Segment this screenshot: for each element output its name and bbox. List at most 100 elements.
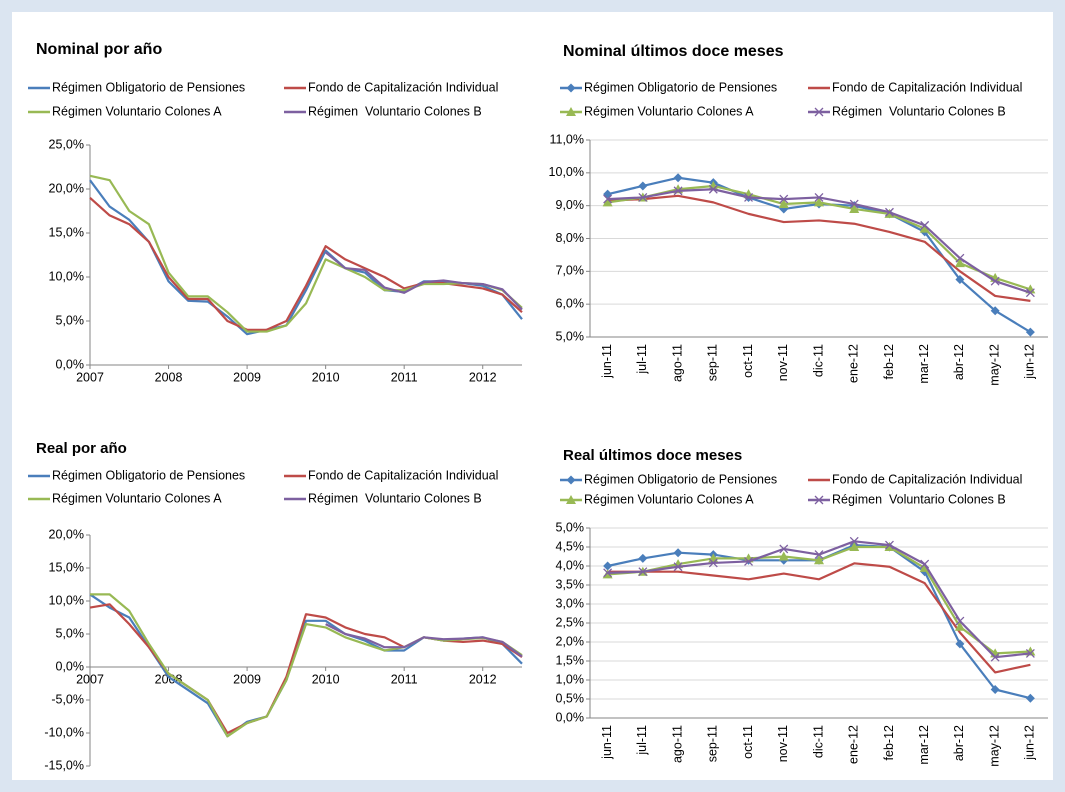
legend-label: Régimen Obligatorio de Pensiones [584, 80, 777, 94]
legend-label: Régimen Voluntario Colones A [52, 491, 222, 505]
series-line [89, 174, 523, 333]
marker-triangle [849, 203, 860, 213]
x-tick-label: 2007 [76, 672, 104, 686]
marker-x [673, 186, 683, 196]
x-tick-label: 2007 [76, 370, 104, 384]
x-tick-label: 2009 [233, 672, 261, 686]
marker-triangle [602, 197, 613, 207]
marker-x [638, 192, 648, 202]
x-tick-label: abr-12 [952, 344, 966, 380]
y-tick-label: 6,0% [556, 296, 585, 310]
y-tick-label: 15,0% [49, 560, 84, 574]
x-tick-label: ene-12 [847, 725, 861, 764]
marker-x [920, 559, 930, 569]
x-tick-label: ago-11 [670, 725, 684, 763]
y-tick-label: 5,0% [556, 329, 585, 343]
x-tick-label: abr-12 [952, 725, 966, 761]
marker-x [885, 207, 894, 217]
marker-triangle [814, 555, 824, 565]
legend-label: Fondo de Capitalización Individual [308, 80, 498, 94]
legend-marker [566, 83, 576, 93]
x-tick-label: may-12 [987, 725, 1001, 767]
marker-x [638, 567, 648, 577]
y-tick-label: 2,5% [556, 615, 585, 629]
marker-x [920, 220, 930, 230]
marker-diamond [955, 639, 965, 649]
chart-title: Real últimos doce meses [563, 447, 742, 464]
marker-triangle [884, 542, 895, 551]
marker-x [814, 192, 824, 202]
x-tick-label: 2011 [391, 672, 418, 686]
legend-label: Régimen Obligatorio de Pensiones [52, 468, 245, 482]
y-tick-label: 4,0% [556, 558, 585, 572]
legend-label: Régimen Voluntario Colones A [584, 492, 754, 506]
marker-diamond [955, 275, 965, 285]
chart-title: Nominal por año [36, 41, 162, 58]
marker-triangle [708, 180, 719, 190]
x-tick-label: jul-11 [635, 344, 649, 375]
x-tick-label: nov-11 [776, 344, 790, 381]
x-tick-label: dic-11 [811, 344, 825, 377]
marker-x [708, 184, 718, 194]
y-tick-label: 5,0% [56, 626, 85, 640]
x-tick-label: mar-12 [917, 344, 931, 384]
legend-label: Fondo de Capitalización Individual [832, 80, 1022, 94]
legend-label: Régimen Voluntario Colones A [584, 104, 754, 118]
y-tick-label: 11,0% [549, 132, 584, 146]
y-tick-label: 9,0% [556, 198, 585, 212]
legend-label: Régimen Obligatorio de Pensiones [52, 80, 245, 94]
y-tick-label: -10,0% [44, 725, 84, 739]
marker-x [849, 199, 859, 209]
x-tick-label: sep-11 [706, 344, 720, 381]
marker-x [603, 568, 613, 578]
legend-label: Régimen Voluntario Colones A [52, 104, 222, 118]
marker-x [990, 276, 1000, 286]
y-tick-label: 15,0% [49, 225, 84, 239]
x-tick-label: 2010 [312, 370, 340, 384]
marker-diamond [673, 173, 683, 183]
y-tick-label: 25,0% [49, 137, 84, 151]
y-tick-label: 0,5% [556, 691, 585, 705]
chart-title: Nominal últimos doce meses [563, 43, 784, 60]
x-tick-label: 2012 [469, 370, 497, 384]
x-tick-label: jun-12 [1023, 344, 1037, 380]
x-tick-label: mar-12 [917, 725, 931, 765]
x-tick-label: dic-11 [811, 725, 825, 758]
legend-label: Régimen Voluntario Colones B [832, 104, 1006, 118]
marker-diamond [603, 561, 613, 571]
x-tick-label: 2012 [469, 672, 497, 686]
marker-x [673, 562, 683, 572]
legend-label: Régimen Voluntario Colones B [308, 491, 482, 505]
marker-x [1025, 648, 1035, 658]
marker-diamond [1025, 327, 1035, 337]
y-tick-label: -5,0% [51, 692, 84, 706]
y-tick-label: 1,0% [556, 672, 585, 686]
y-tick-label: 1,5% [556, 653, 585, 667]
marker-diamond [990, 685, 1000, 694]
marker-diamond [638, 553, 648, 563]
x-tick-label: ene-12 [847, 344, 861, 383]
legend-label: Régimen Obligatorio de Pensiones [584, 472, 777, 486]
marker-x [744, 556, 753, 566]
x-tick-label: jun-11 [600, 344, 614, 379]
y-tick-label: 20,0% [49, 527, 84, 541]
x-tick-label: oct-11 [741, 725, 755, 759]
series-line [607, 562, 1031, 674]
x-tick-label: sep-11 [706, 725, 720, 762]
y-tick-label: 3,0% [556, 596, 585, 610]
marker-diamond [638, 181, 648, 191]
legend-marker [814, 495, 824, 505]
marker-triangle [954, 258, 965, 268]
legend-marker [566, 495, 576, 504]
y-tick-label: 10,0% [549, 165, 584, 179]
x-tick-label: oct-11 [741, 344, 755, 378]
x-tick-label: feb-12 [882, 725, 896, 760]
legend-label: Régimen Voluntario Colones B [832, 492, 1006, 506]
marker-x [1025, 288, 1035, 298]
legend-marker [566, 475, 576, 485]
y-tick-label: 5,0% [56, 313, 85, 327]
series-line [325, 623, 523, 658]
y-tick-label: 10,0% [49, 269, 84, 283]
y-tick-label: 0,0% [56, 659, 85, 673]
